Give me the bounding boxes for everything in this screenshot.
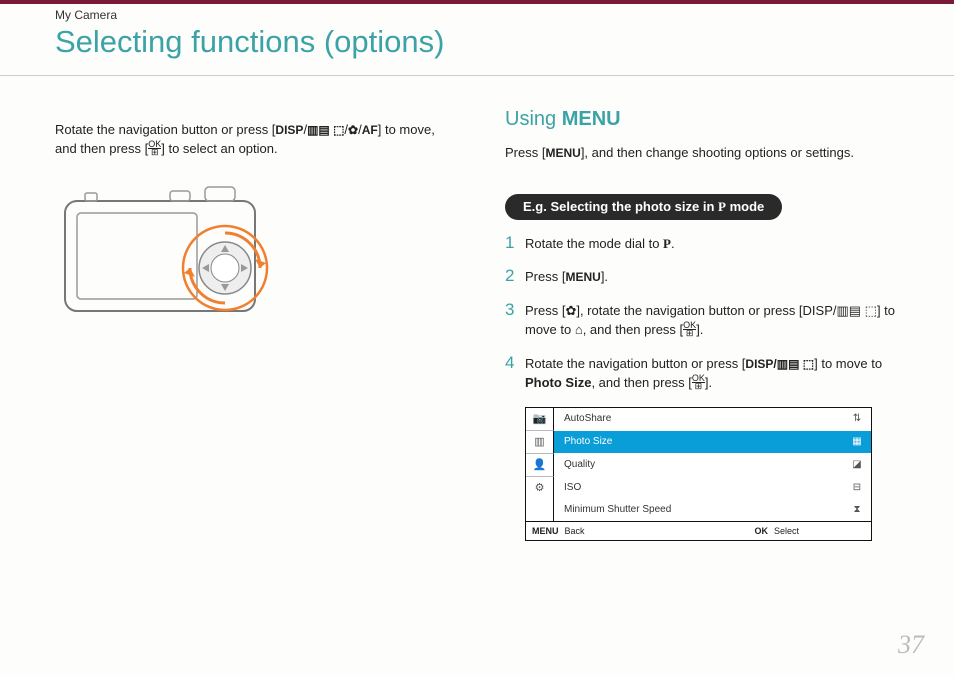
flower-glyph: ✿: [348, 123, 358, 137]
footer-select: Select: [774, 526, 799, 536]
af-glyph: AF: [362, 123, 378, 137]
s4-suf: , and then press [: [591, 375, 691, 390]
step-4: 4 Rotate the navigation button or press …: [505, 354, 900, 393]
step-body: Press [✿], rotate the navigation button …: [525, 301, 900, 340]
ok-glyph: OK⊞: [692, 375, 705, 390]
s4-glyph: DISP/▥▤ ⬚: [745, 357, 814, 371]
ok-glyph: OK⊞: [148, 141, 161, 156]
s4-pre: Rotate the navigation button or press [: [525, 356, 745, 371]
s1-pre: Rotate the mode dial to: [525, 236, 663, 251]
step-3: 3 Press [✿], rotate the navigation butto…: [505, 301, 900, 340]
s2-suf: ].: [601, 269, 608, 284]
s4-mid2: ] to move to: [814, 356, 882, 371]
page-number: 37: [898, 630, 924, 660]
menu-tab-gear: ⚙: [526, 477, 554, 499]
menu-tab-user: 👤: [526, 454, 554, 477]
menu-row-label: AutoShare: [554, 408, 843, 430]
s4-end: ].: [705, 375, 712, 390]
step-1: 1 Rotate the mode dial to P.: [505, 234, 900, 254]
s4-bold: Photo Size: [525, 375, 591, 390]
eg-mode: P: [718, 199, 726, 214]
step-body: Rotate the navigation button or press [D…: [525, 354, 900, 393]
step-body: Press [MENU].: [525, 267, 608, 287]
menu-screenshot: 📷 AutoShare ⇅ ▥ Photo Size ▦ 👤 Quality ◪…: [525, 407, 872, 541]
menu-word-2: MENU: [545, 146, 580, 160]
footer-back: Back: [565, 526, 585, 536]
example-pill: E.g. Selecting the photo size in P mode: [505, 194, 782, 220]
menu-row-label-selected: Photo Size: [554, 431, 843, 453]
intro-suffix: ] to select an option.: [161, 141, 277, 156]
header-band: [0, 0, 954, 4]
page-title: Selecting functions (options): [55, 24, 444, 60]
disp-glyph: DISP: [275, 123, 303, 137]
press-prefix: Press [: [505, 145, 545, 160]
menu-footer: MENU Back OK Select: [526, 521, 871, 540]
menu-row-icon-selected: ▦: [843, 431, 871, 453]
ok-glyph: OK⊞: [683, 322, 696, 337]
menu-row-icon: ⧗: [843, 499, 871, 521]
menu-row-label: Minimum Shutter Speed: [554, 499, 843, 521]
menu-word: MENU: [562, 108, 621, 130]
menu-row-icon: ◪: [843, 454, 871, 476]
menu-tab-camera: 📷: [526, 408, 554, 431]
step-number: 1: [505, 234, 525, 253]
footer-back-glyph: MENU: [532, 526, 559, 536]
s1-mode: P: [663, 236, 671, 251]
s3-suf: ].: [696, 322, 703, 337]
left-column: Rotate the navigation button or press [D…: [55, 108, 460, 338]
s2-pre: Press [: [525, 269, 565, 284]
menu-tab-blank: [526, 499, 554, 521]
intro-prefix: Rotate the navigation button or press [: [55, 122, 275, 137]
step-number: 2: [505, 267, 525, 286]
steps-list: 1 Rotate the mode dial to P. 2 Press [ME…: [505, 234, 900, 393]
footer-ok-glyph: OK: [754, 526, 768, 536]
menu-tab-grid: ▥: [526, 431, 554, 454]
step-2: 2 Press [MENU].: [505, 267, 900, 287]
press-suffix: ], and then change shooting options or s…: [581, 145, 854, 160]
menu-row-label: ISO: [554, 477, 843, 499]
s3-body: Press [✿], rotate the navigation button …: [525, 303, 895, 338]
step-number: 3: [505, 301, 525, 320]
grid-glyph: ▥▤ ⬚: [307, 123, 344, 137]
eg-suffix: mode: [726, 199, 764, 214]
menu-row-label: Quality: [554, 454, 843, 476]
menu-grid: 📷 AutoShare ⇅ ▥ Photo Size ▦ 👤 Quality ◪…: [526, 408, 871, 521]
section-title: Using MENU: [505, 108, 900, 131]
section-title-prefix: Using: [505, 108, 562, 130]
step-body: Rotate the mode dial to P.: [525, 234, 675, 254]
menu-row-icon: ⇅: [843, 408, 871, 430]
menu-row-icon: ⊟: [843, 477, 871, 499]
press-text: Press [MENU], and then change shooting o…: [505, 144, 900, 163]
s2-menu: MENU: [565, 270, 600, 284]
right-column: Using MENU Press [MENU], and then change…: [505, 108, 900, 541]
title-divider: [0, 75, 954, 76]
s1-suf: .: [671, 236, 675, 251]
intro-text: Rotate the navigation button or press [D…: [55, 121, 460, 159]
step-number: 4: [505, 354, 525, 373]
eg-prefix: E.g. Selecting the photo size in: [523, 199, 718, 214]
breadcrumb: My Camera: [55, 8, 117, 22]
camera-illustration: [55, 173, 460, 338]
